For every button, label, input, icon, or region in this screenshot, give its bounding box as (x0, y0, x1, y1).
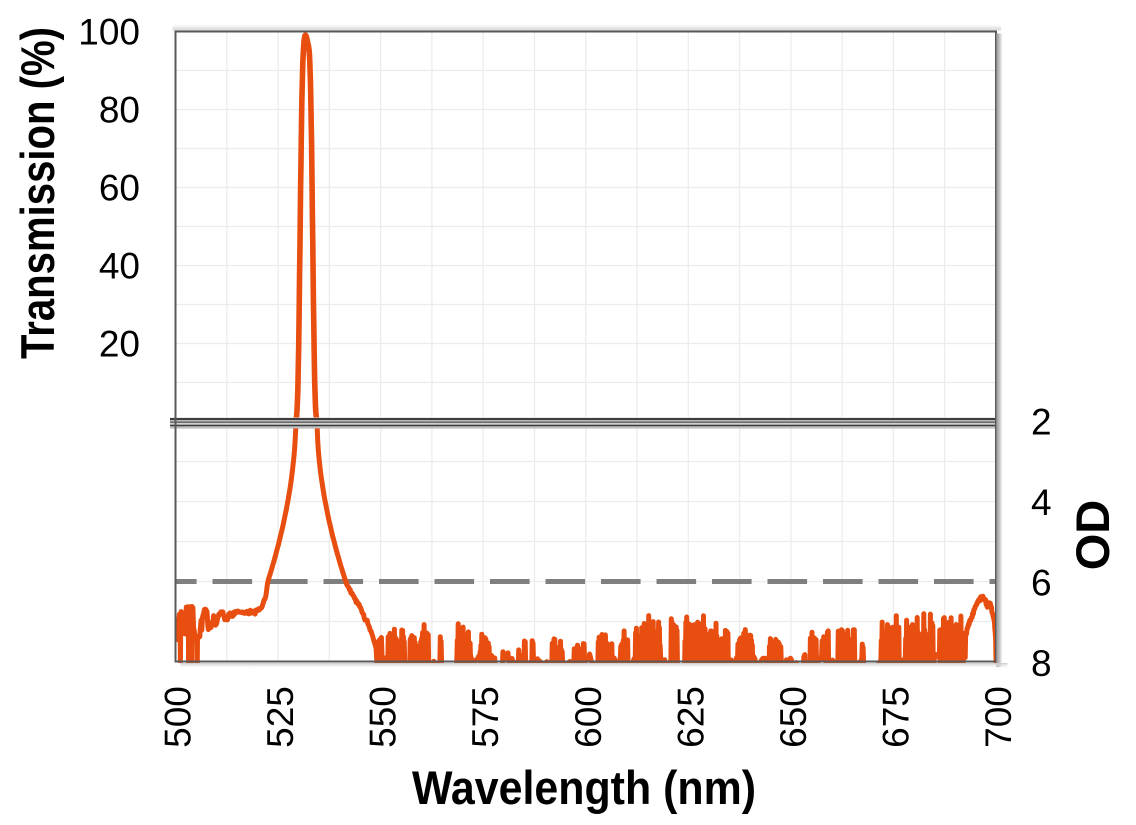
svg-text:6: 6 (1031, 563, 1052, 604)
svg-text:4: 4 (1031, 482, 1052, 523)
svg-text:100: 100 (78, 12, 140, 53)
svg-text:2: 2 (1031, 402, 1052, 443)
svg-text:650: 650 (773, 686, 814, 748)
svg-text:60: 60 (99, 168, 140, 209)
svg-text:Transmission (%): Transmission (%) (11, 27, 64, 359)
svg-text:80: 80 (99, 90, 140, 131)
svg-text:500: 500 (158, 686, 199, 748)
svg-text:OD: OD (1066, 500, 1119, 571)
svg-text:40: 40 (99, 246, 140, 287)
svg-text:Wavelength (nm): Wavelength (nm) (412, 761, 756, 814)
svg-text:20: 20 (99, 324, 140, 365)
svg-text:8: 8 (1031, 643, 1052, 684)
svg-text:550: 550 (363, 686, 404, 748)
svg-text:675: 675 (875, 686, 916, 748)
svg-text:600: 600 (568, 686, 609, 748)
svg-text:525: 525 (260, 686, 301, 748)
svg-text:575: 575 (465, 686, 506, 748)
svg-text:700: 700 (978, 686, 1019, 748)
svg-text:625: 625 (670, 686, 711, 748)
